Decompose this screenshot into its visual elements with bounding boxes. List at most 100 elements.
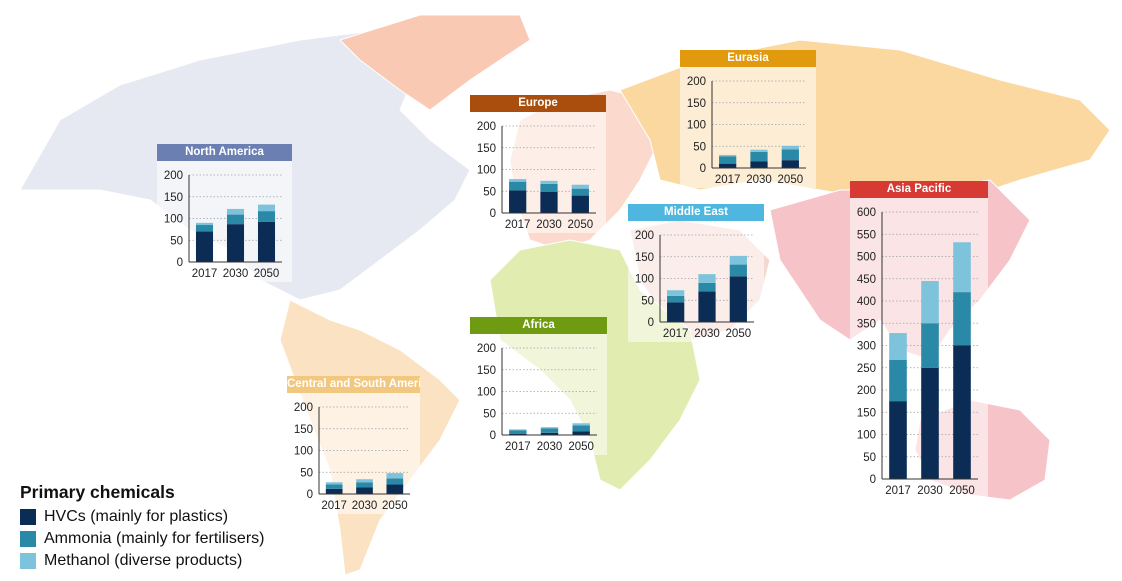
bar-ammonia-2017 bbox=[195, 225, 214, 232]
bar-hvc-2030 bbox=[540, 432, 559, 435]
x-tick-label: 2050 bbox=[726, 328, 752, 340]
y-tick-label: 50 bbox=[863, 452, 876, 464]
legend-label-hvc: HVCs (mainly for plastics) bbox=[44, 508, 229, 525]
bar-ammonia-2030 bbox=[540, 183, 558, 192]
y-tick-label: 0 bbox=[648, 317, 654, 329]
x-tick-label: 2017 bbox=[663, 328, 689, 340]
y-tick-label: 200 bbox=[687, 76, 706, 88]
region-greenland bbox=[339, 14, 531, 111]
bar-methanol-2017 bbox=[889, 333, 907, 360]
bar-methanol-2050 bbox=[572, 423, 590, 426]
bar-methanol-2017 bbox=[195, 222, 214, 226]
x-tick-label: 2050 bbox=[568, 219, 594, 231]
y-tick-label: 50 bbox=[693, 141, 706, 153]
chart-svg-europe: 0 50 100 150 200 2017 2030 2050 bbox=[477, 121, 596, 231]
chart-title-middle-east: Middle East bbox=[628, 204, 764, 221]
y-tick-label: 50 bbox=[641, 295, 654, 307]
y-tick-label: 200 bbox=[477, 121, 496, 133]
bar-ammonia-2030 bbox=[698, 282, 716, 292]
y-tick-label: 100 bbox=[294, 446, 313, 458]
legend-item-ammonia: Ammonia (mainly for fertilisers) bbox=[20, 528, 264, 550]
y-tick-label: 0 bbox=[870, 474, 876, 486]
bar-hvc-2017 bbox=[325, 488, 343, 494]
x-tick-label: 2017 bbox=[192, 268, 218, 280]
bar-hvc-2017 bbox=[889, 401, 907, 479]
bar-methanol-2030 bbox=[540, 180, 558, 184]
y-tick-label: 0 bbox=[307, 489, 313, 501]
y-tick-label: 0 bbox=[700, 163, 706, 175]
bar-methanol-2017 bbox=[667, 290, 685, 296]
bar-methanol-2017 bbox=[719, 154, 737, 157]
bar-methanol-2050 bbox=[729, 255, 747, 265]
y-tick-label: 600 bbox=[857, 207, 876, 219]
y-tick-label: 100 bbox=[477, 387, 496, 399]
x-tick-label: 2030 bbox=[694, 328, 720, 340]
bar-ammonia-2050 bbox=[571, 188, 589, 196]
y-tick-label: 200 bbox=[164, 170, 183, 182]
chart-title-eurasia: Eurasia bbox=[680, 50, 816, 67]
x-tick-label: 2050 bbox=[254, 268, 280, 280]
bar-hvc-2017 bbox=[719, 163, 737, 168]
y-tick-label: 50 bbox=[300, 467, 313, 479]
x-tick-label: 2030 bbox=[746, 174, 772, 186]
x-tick-label: 2050 bbox=[778, 174, 804, 186]
bar-methanol-2030 bbox=[226, 208, 245, 215]
bar-ammonia-2050 bbox=[781, 149, 799, 161]
bar-hvc-2050 bbox=[729, 276, 747, 322]
x-tick-label: 2030 bbox=[537, 441, 563, 453]
chart-middle-east: Middle East 0 50 100 150 200 2017 2030 2050 bbox=[628, 204, 764, 342]
bar-ammonia-2030 bbox=[750, 151, 768, 162]
chart-title-north-america: North America bbox=[157, 144, 292, 161]
y-tick-label: 150 bbox=[687, 98, 706, 110]
bar-hvc-2030 bbox=[540, 191, 558, 213]
legend-item-methanol: Methanol (diverse products) bbox=[20, 550, 264, 572]
bar-hvc-2050 bbox=[257, 221, 276, 262]
bar-hvc-2030 bbox=[356, 487, 373, 494]
chart-eurasia: Eurasia 0 50 100 150 200 2017 2030 2050 bbox=[680, 50, 816, 188]
chart-svg-eurasia: 0 50 100 150 200 2017 2030 2050 bbox=[687, 76, 806, 186]
bar-hvc-2017 bbox=[509, 433, 527, 435]
bar-ammonia-2030 bbox=[921, 323, 939, 368]
bar-ammonia-2030 bbox=[540, 428, 559, 433]
x-tick-label: 2030 bbox=[536, 219, 562, 231]
y-tick-label: 50 bbox=[170, 235, 183, 247]
legend-swatch-hvc bbox=[20, 509, 36, 525]
bar-hvc-2030 bbox=[226, 224, 245, 262]
bar-methanol-2050 bbox=[953, 242, 971, 293]
bar-methanol-2030 bbox=[921, 280, 939, 324]
x-tick-label: 2017 bbox=[505, 441, 531, 453]
legend: Primary chemicals HVCs (mainly for plast… bbox=[20, 482, 264, 572]
bar-methanol-2050 bbox=[257, 204, 276, 212]
x-tick-label: 2017 bbox=[715, 174, 741, 186]
chart-africa: Africa 0 50 100 150 200 2017 2030 2050 bbox=[470, 317, 607, 455]
y-tick-label: 200 bbox=[294, 402, 313, 414]
x-tick-label: 2030 bbox=[223, 268, 249, 280]
y-tick-label: 300 bbox=[857, 341, 876, 353]
bar-hvc-2017 bbox=[195, 231, 214, 262]
bar-hvc-2050 bbox=[386, 484, 404, 494]
chart-title-central-and-south-america: Central and South America bbox=[287, 376, 420, 393]
bar-ammonia-2050 bbox=[729, 264, 747, 277]
chart-title-asia-pacific: Asia Pacific bbox=[850, 181, 988, 198]
bar-ammonia-2050 bbox=[572, 425, 590, 432]
bar-ammonia-2017 bbox=[509, 430, 527, 434]
bar-ammonia-2017 bbox=[509, 181, 527, 191]
y-tick-label: 50 bbox=[483, 408, 496, 420]
x-tick-label: 2017 bbox=[505, 219, 531, 231]
y-tick-label: 450 bbox=[857, 274, 876, 286]
bar-hvc-2030 bbox=[750, 161, 768, 168]
bar-methanol-2030 bbox=[356, 479, 373, 483]
chart-central-south-america: Central and South America 0 50 100 150 200 201… bbox=[287, 376, 420, 514]
bar-ammonia-2050 bbox=[953, 292, 971, 346]
x-tick-label: 2050 bbox=[382, 500, 408, 512]
chart-svg-north-america: 0 50 100 150 200 2017 2030 2050 bbox=[164, 170, 282, 280]
bar-hvc-2050 bbox=[571, 195, 589, 213]
legend-item-hvc: HVCs (mainly for plastics) bbox=[20, 506, 264, 528]
bar-ammonia-2050 bbox=[257, 211, 276, 222]
bar-methanol-2050 bbox=[571, 184, 589, 189]
y-tick-label: 100 bbox=[857, 430, 876, 442]
y-tick-label: 150 bbox=[477, 365, 496, 377]
y-tick-label: 0 bbox=[490, 430, 496, 442]
bar-methanol-2017 bbox=[509, 429, 527, 431]
chart-svg-africa: 0 50 100 150 200 2017 2030 2050 bbox=[477, 343, 597, 453]
